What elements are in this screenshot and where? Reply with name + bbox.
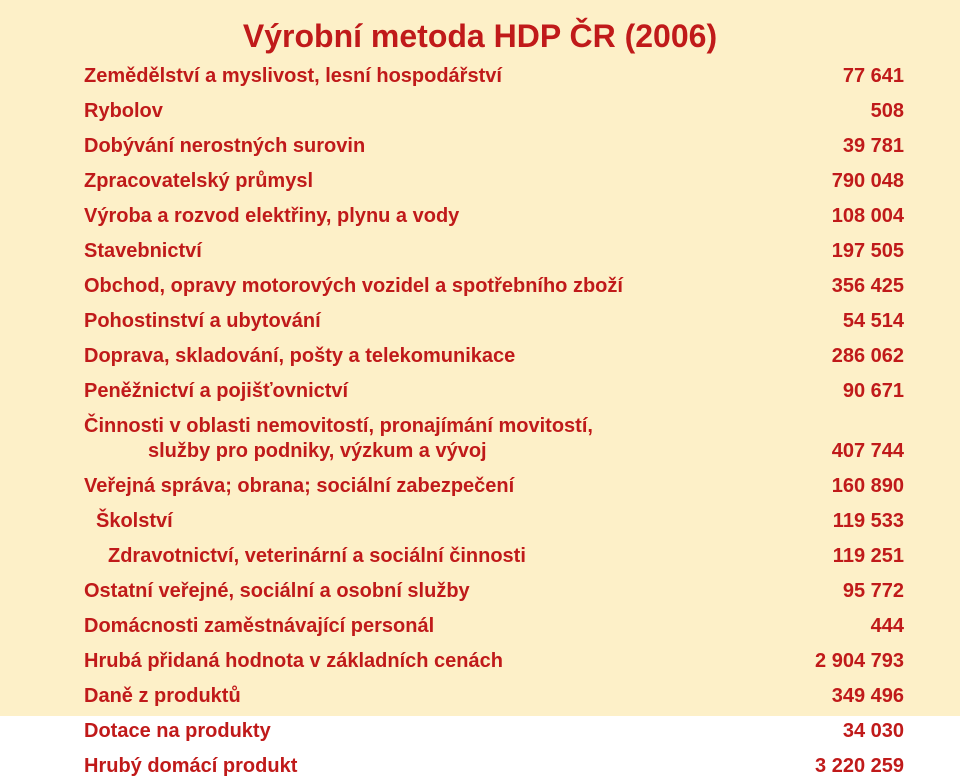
row-label: Pohostinství a ubytování xyxy=(56,310,843,333)
row-label: Hrubý domácí produkt xyxy=(56,755,815,778)
row-label: Doprava, skladování, pošty a telekomunik… xyxy=(56,345,832,368)
row-label: Hrubá přidaná hodnota v základních cenác… xyxy=(56,650,815,673)
row-label: Dotace na produkty xyxy=(56,720,843,743)
row-value: 90 671 xyxy=(843,380,904,403)
row-value: 119 533 xyxy=(833,510,904,533)
row-label: Zemědělství a myslivost, lesní hospodářs… xyxy=(56,65,843,88)
row-value: 108 004 xyxy=(832,205,904,228)
table-row: Rybolov508 xyxy=(56,100,904,123)
table-row: Hrubá přidaná hodnota v základních cenác… xyxy=(56,650,904,673)
row-label: Stavebnictví xyxy=(56,240,832,263)
row-value: 119 251 xyxy=(833,545,904,568)
table-row: Stavebnictví197 505 xyxy=(56,240,904,263)
table-row: Zpracovatelský průmysl790 048 xyxy=(56,170,904,193)
table-row: Zemědělství a myslivost, lesní hospodářs… xyxy=(56,65,904,88)
row-value: 407 744 xyxy=(832,440,904,463)
row-label: Dobývání nerostných surovin xyxy=(56,135,843,158)
row-value: 356 425 xyxy=(832,275,904,298)
row-label: Domácnosti zaměstnávající personál xyxy=(56,615,871,638)
table-row: Hrubý domácí produkt3 220 259 xyxy=(56,755,904,778)
table-row: Dobývání nerostných surovin39 781 xyxy=(56,135,904,158)
table-row: Školství119 533 xyxy=(56,510,904,533)
row-label: Výroba a rozvod elektřiny, plynu a vody xyxy=(56,205,832,228)
row-label: Školství xyxy=(56,510,833,533)
table-row: Výroba a rozvod elektřiny, plynu a vody1… xyxy=(56,205,904,228)
row-label: Zpracovatelský průmysl xyxy=(56,170,832,193)
row-label: Obchod, opravy motorových vozidel a spot… xyxy=(56,275,832,298)
page-title: Výrobní metoda HDP ČR (2006) xyxy=(56,18,904,55)
row-label: Daně z produktů xyxy=(56,685,832,708)
row-label: Peněžnictví a pojišťovnictví xyxy=(56,380,843,403)
table-row: služby pro podniky, výzkum a vývoj407 74… xyxy=(56,440,904,463)
row-value: 77 641 xyxy=(843,65,904,88)
row-value: 160 890 xyxy=(832,475,904,498)
row-value: 197 505 xyxy=(832,240,904,263)
table-row: Obchod, opravy motorových vozidel a spot… xyxy=(56,275,904,298)
row-label: Ostatní veřejné, sociální a osobní služb… xyxy=(56,580,843,603)
row-value: 3 220 259 xyxy=(815,755,904,778)
row-label: Rybolov xyxy=(56,100,871,123)
data-table: Zemědělství a myslivost, lesní hospodářs… xyxy=(56,65,904,778)
row-value: 349 496 xyxy=(832,685,904,708)
table-row: Veřejná správa; obrana; sociální zabezpe… xyxy=(56,475,904,498)
table-row: Zdravotnictví, veterinární a sociální či… xyxy=(56,545,904,568)
row-label: služby pro podniky, výzkum a vývoj xyxy=(56,440,832,463)
table-row: Doprava, skladování, pošty a telekomunik… xyxy=(56,345,904,368)
row-value: 39 781 xyxy=(843,135,904,158)
document-page: Výrobní metoda HDP ČR (2006) Zemědělství… xyxy=(0,0,960,716)
row-label: Veřejná správa; obrana; sociální zabezpe… xyxy=(56,475,832,498)
table-row: Pohostinství a ubytování54 514 xyxy=(56,310,904,333)
row-label: Činnosti v oblasti nemovitostí, pronajím… xyxy=(56,415,904,438)
table-row: Domácnosti zaměstnávající personál444 xyxy=(56,615,904,638)
row-label: Zdravotnictví, veterinární a sociální či… xyxy=(56,545,833,568)
row-value: 444 xyxy=(871,615,904,638)
table-row: Činnosti v oblasti nemovitostí, pronajím… xyxy=(56,415,904,438)
row-value: 95 772 xyxy=(843,580,904,603)
row-value: 34 030 xyxy=(843,720,904,743)
table-row: Ostatní veřejné, sociální a osobní služb… xyxy=(56,580,904,603)
row-value: 508 xyxy=(871,100,904,123)
row-value: 2 904 793 xyxy=(815,650,904,673)
table-row: Daně z produktů349 496 xyxy=(56,685,904,708)
row-value: 790 048 xyxy=(832,170,904,193)
row-value: 54 514 xyxy=(843,310,904,333)
table-row: Dotace na produkty34 030 xyxy=(56,720,904,743)
table-row: Peněžnictví a pojišťovnictví90 671 xyxy=(56,380,904,403)
row-value: 286 062 xyxy=(832,345,904,368)
